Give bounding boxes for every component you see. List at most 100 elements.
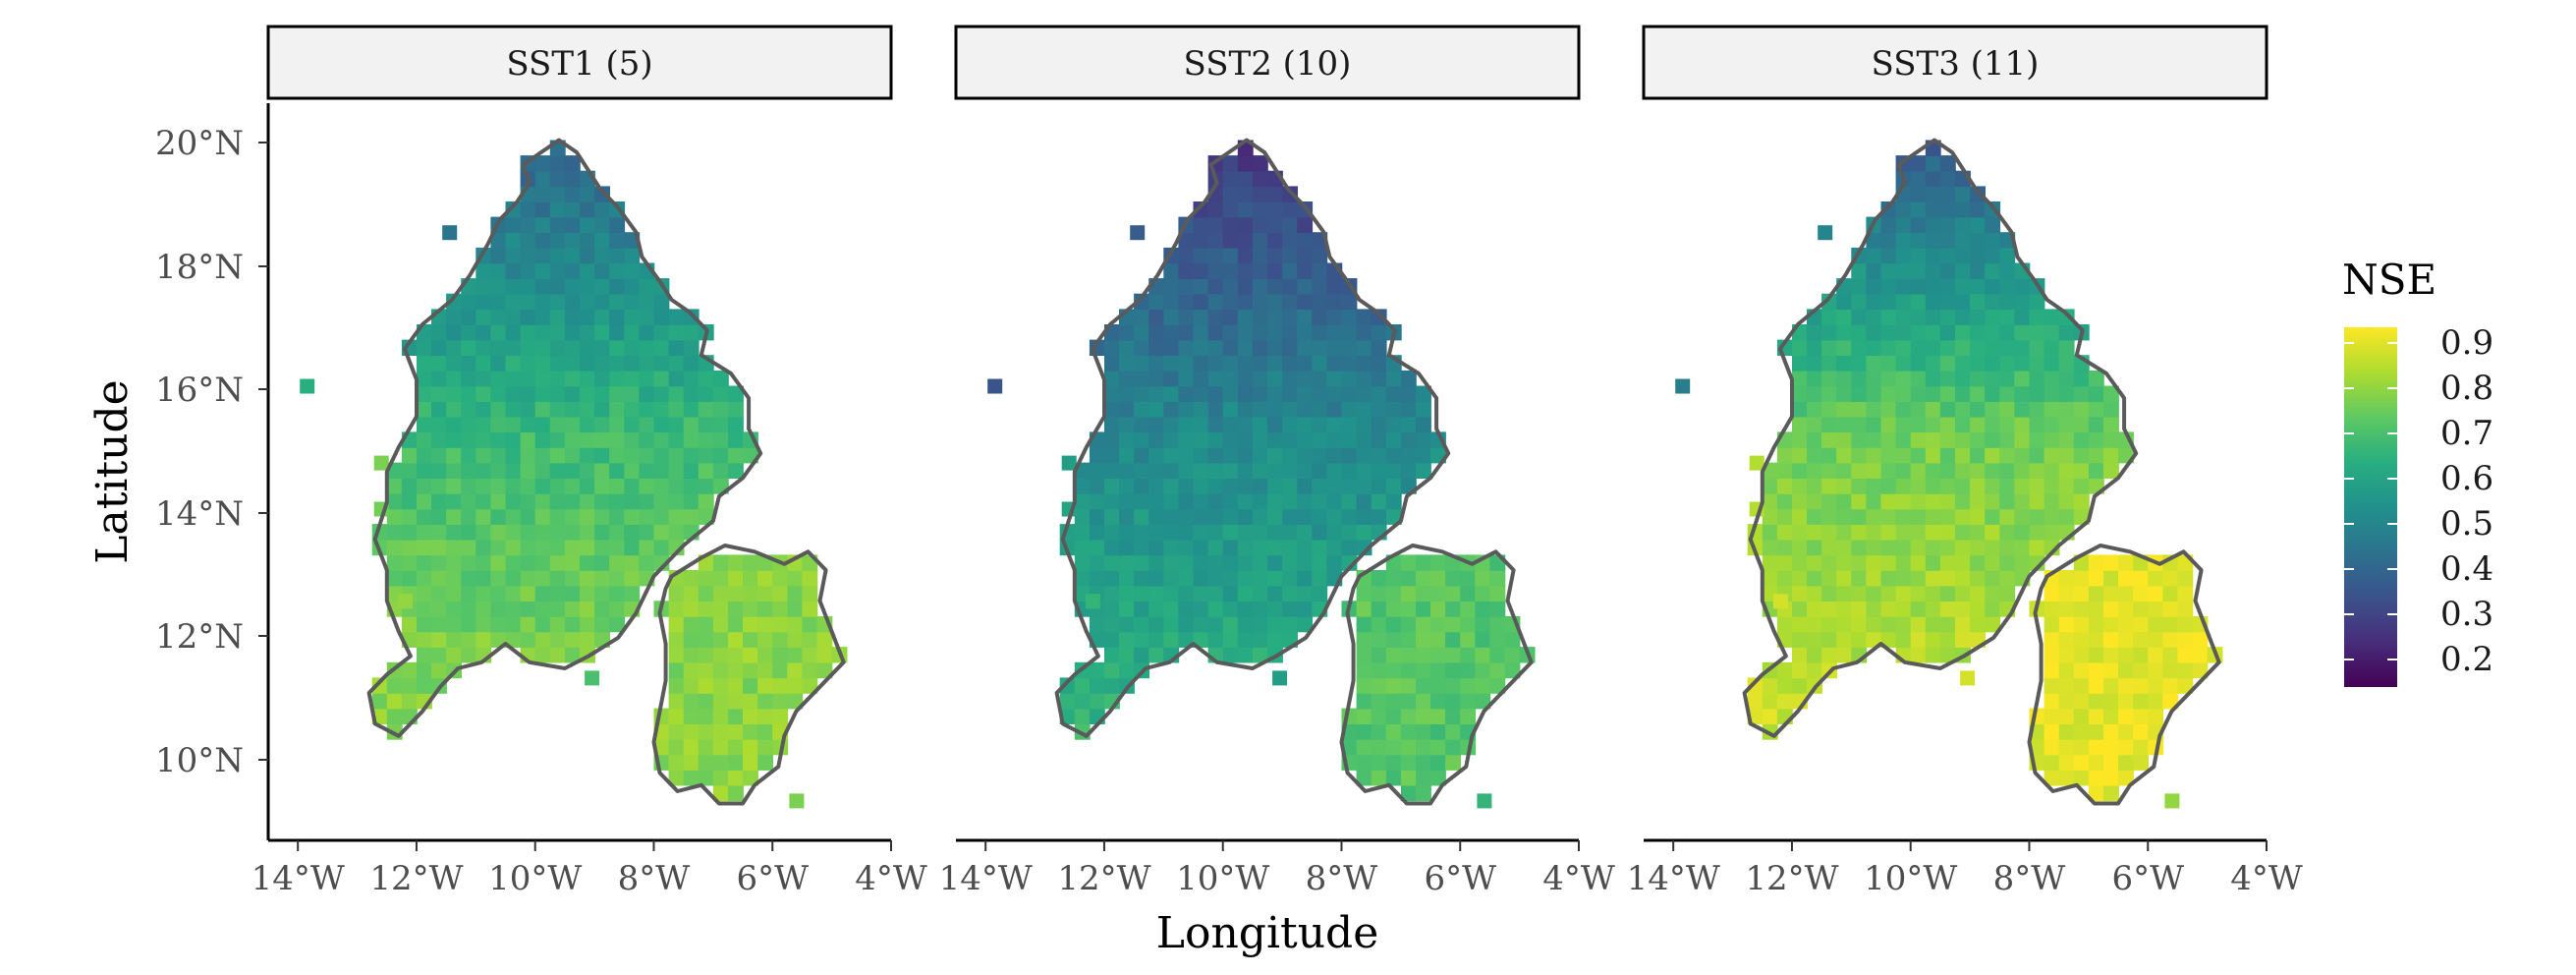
nse-grid-cell bbox=[1297, 585, 1314, 602]
nse-grid-cell bbox=[476, 355, 492, 372]
nse-grid-cell bbox=[1371, 693, 1387, 710]
nse-grid-cell bbox=[594, 262, 610, 279]
nse-grid-cell bbox=[2088, 631, 2104, 648]
nse-grid-cell bbox=[1207, 293, 1224, 311]
nse-grid-cell bbox=[624, 554, 641, 571]
nse-grid-cell bbox=[2029, 431, 2045, 448]
nse-grid-cell bbox=[1282, 262, 1298, 279]
nse-grid-cell bbox=[549, 339, 566, 356]
nse-grid-cell bbox=[1237, 508, 1254, 525]
nse-grid-cell bbox=[683, 693, 700, 710]
nse-grid-cell bbox=[1178, 339, 1195, 356]
nse-grid-cell bbox=[549, 355, 566, 372]
nse-grid-cell bbox=[1999, 492, 2016, 510]
nse-grid-cell bbox=[594, 539, 610, 556]
nse-grid-cell bbox=[1341, 539, 1358, 556]
nse-grid-cell bbox=[1252, 539, 1268, 556]
nse-grid-cell bbox=[2088, 661, 2104, 679]
nse-grid-cell bbox=[1821, 416, 1837, 433]
nse-grid-cell bbox=[1252, 324, 1268, 341]
nse-grid-cell bbox=[1282, 216, 1298, 233]
nse-grid-cell bbox=[1237, 324, 1254, 341]
nse-grid-cell bbox=[683, 385, 700, 402]
nse-grid-cell bbox=[1371, 447, 1387, 464]
nse-grid-cell bbox=[431, 401, 447, 418]
nse-grid-cell bbox=[712, 770, 729, 786]
nse-grid-cell bbox=[1312, 416, 1328, 433]
nse-grid-cell bbox=[1807, 631, 1822, 648]
nse-grid-cell bbox=[1385, 570, 1402, 587]
nse-grid-cell bbox=[580, 570, 595, 587]
nse-grid-cell bbox=[1925, 631, 1941, 648]
nse-grid-cell bbox=[1970, 370, 1986, 387]
nse-grid-cell bbox=[1955, 201, 1971, 218]
nse-grid-cell bbox=[653, 370, 670, 387]
nse-grid-cell bbox=[624, 355, 641, 372]
nse-grid-cell bbox=[1297, 339, 1314, 356]
nse-grid-cell bbox=[2044, 754, 2060, 771]
nse-grid-cell bbox=[1475, 570, 1491, 587]
nse-grid-cell bbox=[1341, 738, 1358, 756]
nse-grid-cell bbox=[1955, 324, 1971, 341]
nse-grid-cell bbox=[1985, 478, 2001, 494]
nse-grid-cell bbox=[1999, 385, 2016, 402]
nse-grid-cell bbox=[1416, 570, 1431, 587]
nse-grid-cell bbox=[1400, 708, 1417, 724]
nse-grid-cell bbox=[1134, 539, 1149, 556]
nse-grid-cell bbox=[1222, 293, 1239, 311]
nse-grid-cell bbox=[1119, 570, 1135, 587]
nse-grid-cell bbox=[564, 293, 581, 311]
nse-grid-cell bbox=[1252, 524, 1268, 541]
nse-grid-cell bbox=[2133, 585, 2149, 602]
nse-grid-cell bbox=[2014, 492, 2031, 510]
nse-grid-cell bbox=[639, 355, 655, 372]
nse-grid-cell bbox=[505, 416, 522, 433]
nse-grid-cell bbox=[1866, 385, 1882, 402]
nse-grid-cell bbox=[1119, 539, 1135, 556]
nse-grid-cell bbox=[1762, 492, 1778, 510]
nse-grid-cell bbox=[2118, 738, 2134, 756]
nse-grid-cell bbox=[1970, 524, 1986, 541]
nse-grid-cell bbox=[668, 754, 685, 771]
nse-grid-cell bbox=[1312, 278, 1328, 295]
nse-grid-cell bbox=[520, 370, 536, 387]
nse-grid-cell bbox=[1297, 416, 1314, 433]
nse-grid-cell bbox=[609, 570, 626, 587]
nse-grid-cell bbox=[431, 447, 447, 464]
nse-grid-cell bbox=[2103, 647, 2119, 663]
nse-grid-cell bbox=[1925, 309, 1941, 325]
nse-grid-cell bbox=[2073, 677, 2090, 694]
nse-grid-cell bbox=[653, 309, 670, 325]
nse-grid-cell bbox=[1148, 570, 1165, 587]
nse-grid-cell bbox=[1134, 355, 1149, 372]
nse-grid-cell bbox=[1970, 232, 1986, 249]
nse-grid-cell bbox=[2029, 492, 2045, 510]
nse-grid-cell bbox=[446, 293, 462, 311]
nse-grid-cell bbox=[1880, 631, 1897, 648]
nse-grid-cell bbox=[1955, 416, 1971, 433]
nse-grid-cell bbox=[461, 554, 477, 571]
nse-grid-cell bbox=[2014, 385, 2031, 402]
nse-grid-cell bbox=[1970, 447, 1986, 464]
nse-grid-cell bbox=[1282, 570, 1298, 587]
nse-grid-cell bbox=[520, 262, 536, 279]
nse-grid-cell bbox=[728, 601, 744, 617]
nse-grid-cell bbox=[1999, 247, 2016, 264]
nse-grid-cell bbox=[549, 478, 566, 494]
nse-grid-cell bbox=[505, 462, 522, 479]
nse-grid-cell bbox=[1851, 631, 1868, 648]
nse-grid-cell bbox=[1222, 232, 1239, 249]
nse-grid-cell bbox=[728, 693, 744, 710]
nse-grid-cell bbox=[1104, 601, 1120, 617]
nse-grid-cell bbox=[2148, 693, 2164, 710]
nse-grid-cell bbox=[1475, 677, 1491, 694]
nse-grid-cell bbox=[490, 293, 507, 311]
nse-grid-cell bbox=[1776, 508, 1793, 525]
nse-grid-cell bbox=[1925, 478, 1941, 494]
nse-grid-cell bbox=[534, 615, 551, 633]
nse-grid-cell bbox=[1193, 508, 1209, 525]
nse-grid-cell bbox=[1792, 508, 1808, 525]
nse-grid-cell bbox=[1385, 631, 1402, 648]
nse-grid-cell bbox=[1836, 524, 1853, 541]
nse-grid-cell bbox=[1222, 186, 1239, 202]
